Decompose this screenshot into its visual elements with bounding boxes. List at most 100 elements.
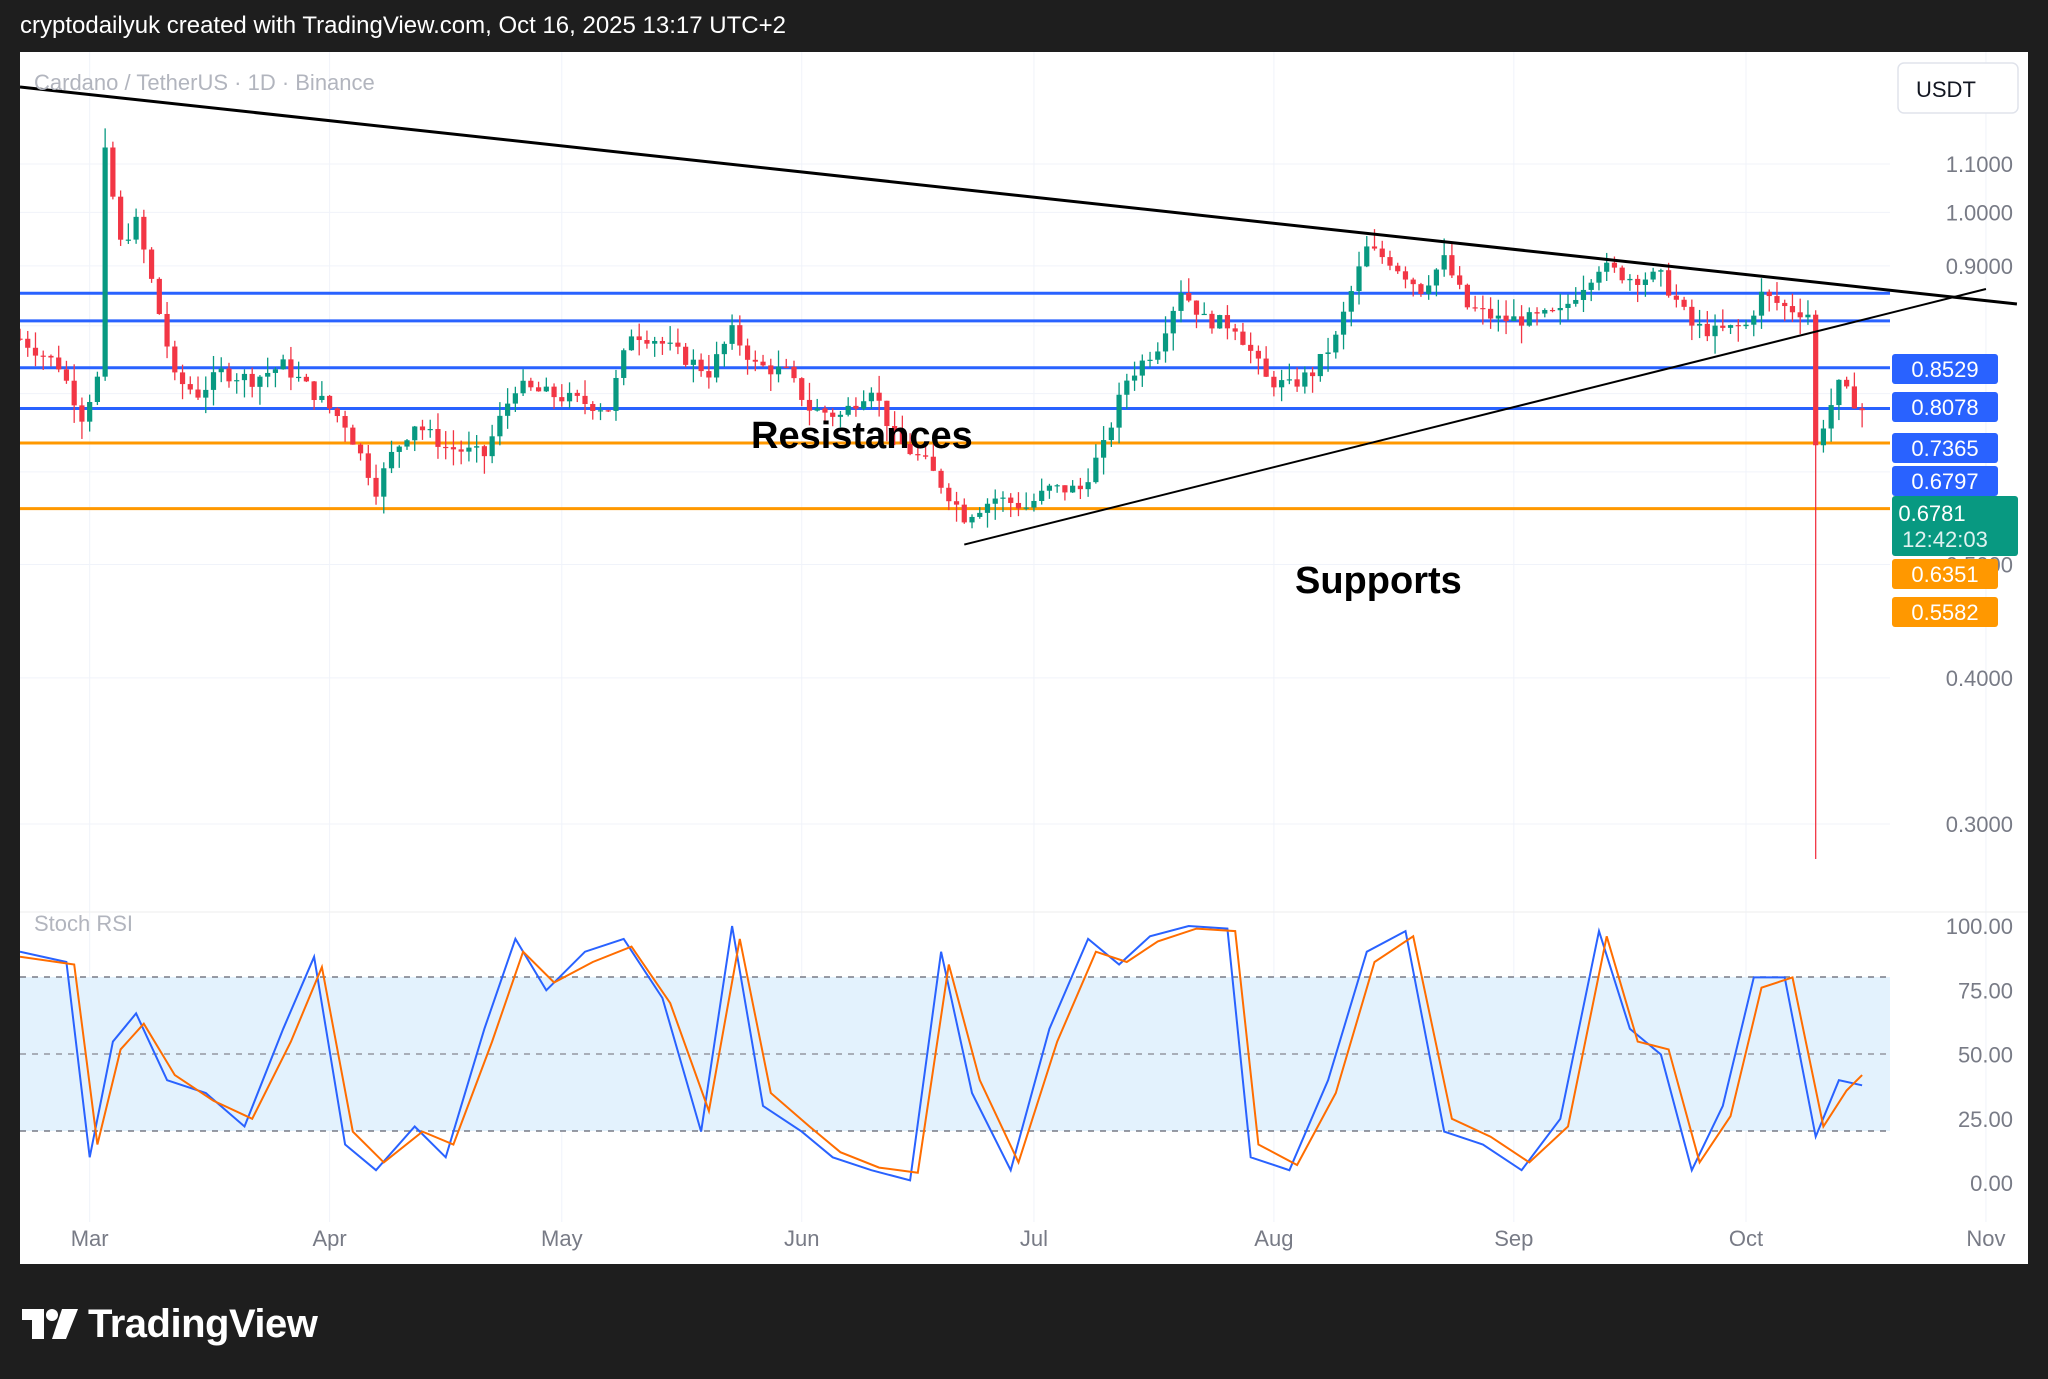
candle-body (1093, 457, 1099, 483)
brand-name: TradingView (88, 1302, 318, 1346)
support-price-badge-bg (1892, 559, 1998, 589)
candle-body (280, 359, 286, 370)
candle-body (1666, 270, 1672, 296)
candle-body (210, 372, 217, 390)
stoch-tick-label: 0.00 (1970, 1171, 2013, 1196)
candle-body (1371, 246, 1378, 249)
bar-countdown: 12:42:03 (1902, 527, 1988, 552)
candle-body (71, 380, 77, 406)
resistance-price-badge: 0.6797 (1911, 469, 1978, 494)
candle-body (675, 342, 681, 347)
candle-body (1580, 289, 1587, 300)
candle-body (1193, 300, 1200, 315)
candle-body (737, 325, 743, 346)
candle-body (744, 345, 751, 360)
candle-body (551, 386, 557, 398)
time-axis[interactable]: Mar Apr May Jun Jul Aug Sep Oct Nov (71, 1226, 2006, 1251)
caption-text: cryptodailyuk created with TradingView.c… (20, 12, 786, 39)
candle-body (574, 392, 580, 396)
candle-body (481, 446, 487, 457)
stoch-axis[interactable]: 100.00 75.00 50.00 25.00 0.00 (1946, 914, 2013, 1196)
candle-body (566, 392, 573, 402)
candle-body (597, 410, 604, 412)
candle-body (404, 440, 410, 447)
candle-body (474, 446, 480, 448)
candle-body (1549, 309, 1556, 312)
candlesticks (20, 128, 1865, 860)
candle-body (791, 366, 797, 379)
candle-body (892, 426, 898, 432)
candle-body (1023, 507, 1029, 509)
candle-body (48, 355, 54, 358)
chart-frame[interactable]: Resistances Supports Cardano / TetherUS … (20, 52, 2028, 1264)
candle-body (528, 380, 534, 388)
candle-body (899, 431, 905, 445)
candle-body (984, 503, 991, 513)
candle-body (644, 340, 650, 344)
candle-body (1302, 372, 1308, 387)
candle-body (87, 401, 93, 422)
horizontal-levels[interactable] (20, 291, 1890, 511)
candle-body (1495, 315, 1501, 319)
candle-body (667, 342, 673, 344)
candle-body (1782, 302, 1788, 307)
candle-body (125, 239, 131, 241)
candle-body (1727, 325, 1734, 328)
candle-body (605, 410, 611, 412)
chart-canvas[interactable]: Resistances Supports Cardano / TetherUS … (20, 52, 2028, 1264)
resistance-price-badge-bg (1892, 433, 1998, 463)
candle-body (1441, 255, 1447, 270)
candle-body (969, 516, 975, 523)
candle-body (40, 355, 46, 357)
candle-body (1534, 312, 1540, 314)
stoch-k-line (20, 924, 1863, 1182)
candle-body (721, 343, 727, 355)
candle-body (1333, 334, 1339, 353)
candle-body (1364, 246, 1370, 267)
candle-body (1155, 351, 1161, 360)
candle-body (412, 426, 418, 441)
candle-body (1789, 306, 1796, 313)
candle-body (1217, 315, 1223, 329)
candle-body (775, 366, 782, 375)
candle-body (195, 389, 201, 398)
candle-body (752, 359, 758, 362)
candle-body (234, 380, 240, 382)
candle-body (1271, 376, 1277, 388)
stoch-tick-label: 25.00 (1958, 1107, 2013, 1132)
price-tick-label: 0.9000 (1946, 254, 2013, 279)
resistance-price-badge: 0.7365 (1911, 436, 1978, 461)
candle-body (1542, 309, 1548, 314)
candle-body (1031, 500, 1037, 508)
candle-body (1348, 291, 1354, 312)
candle-body (845, 405, 851, 415)
candle-body (1851, 386, 1857, 409)
candle-body (1077, 485, 1083, 490)
candle-body (435, 429, 441, 447)
trendlines[interactable] (20, 85, 2018, 546)
trendline-descending-resistance[interactable] (20, 85, 2018, 306)
candle-body (729, 325, 735, 344)
candle-body (1379, 248, 1385, 258)
candle-body (1813, 314, 1819, 446)
stoch-tick-label: 50.00 (1958, 1043, 2013, 1068)
candle-body (977, 512, 983, 517)
candle-body (1596, 271, 1602, 283)
candle-body (1820, 428, 1827, 446)
price-tick-label: 1.1000 (1946, 152, 2013, 177)
resistance-price-badge-bg (1892, 392, 1998, 422)
candle-body (1240, 331, 1246, 345)
trendline-ascending-support[interactable] (964, 288, 1987, 546)
candle-body (1449, 255, 1455, 276)
candle-body (946, 487, 952, 502)
candle-body (915, 454, 921, 456)
currency-button[interactable]: USDT (1897, 62, 2019, 114)
candle-body (1000, 497, 1006, 499)
candle-body (652, 340, 658, 344)
candle-body (350, 427, 356, 445)
candle-body (1751, 315, 1757, 325)
candle-body (257, 376, 263, 387)
resistance-price-badge: 0.8078 (1911, 395, 1978, 420)
